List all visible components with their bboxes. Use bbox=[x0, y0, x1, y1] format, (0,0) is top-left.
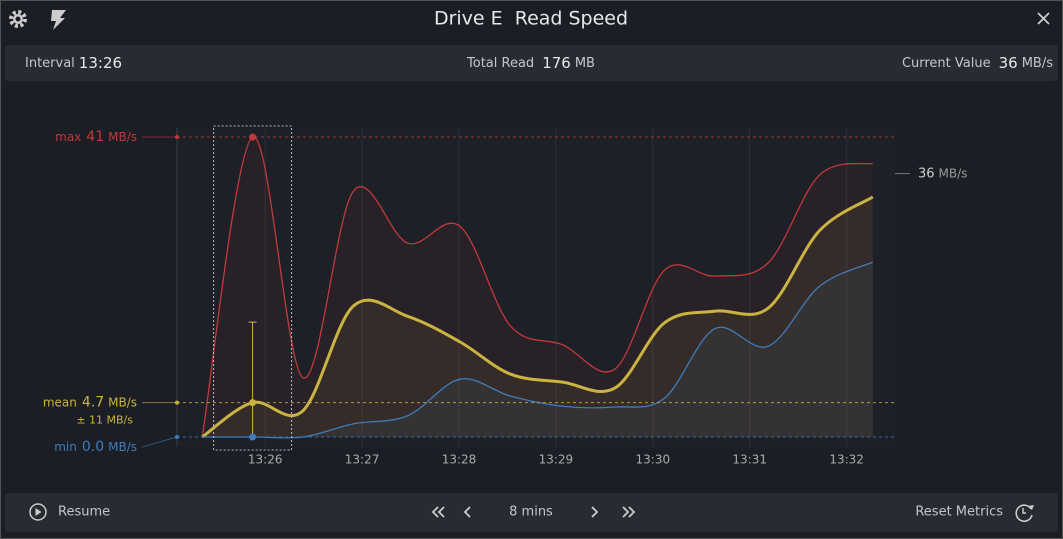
range-label: 8 mins bbox=[509, 505, 553, 520]
error-bar bbox=[248, 321, 257, 437]
selected-point bbox=[249, 399, 257, 407]
resume-label[interactable]: Resume bbox=[58, 505, 110, 520]
last-button[interactable] bbox=[622, 506, 636, 518]
series-line bbox=[202, 261, 874, 439]
stats-bar bbox=[5, 45, 1058, 81]
mean-value: 4.7 bbox=[82, 395, 104, 411]
unit: MB bbox=[575, 56, 595, 71]
max-name: max bbox=[55, 130, 81, 144]
min-connector bbox=[141, 436, 178, 448]
close-button[interactable] bbox=[1037, 12, 1050, 25]
next-button[interactable] bbox=[591, 506, 599, 518]
mean-name: mean bbox=[43, 395, 77, 409]
x-tick-label: 13:32 bbox=[829, 453, 864, 467]
mean-annotation: mean 4.7 MB/s bbox=[43, 395, 137, 411]
series-line bbox=[201, 136, 873, 438]
series-line bbox=[201, 195, 874, 439]
window-title: Drive E Read Speed bbox=[434, 8, 628, 30]
label: Current Value bbox=[902, 56, 991, 71]
x-tick-label: 13:30 bbox=[636, 453, 671, 467]
chart: 13:26 13:27 13:28 13:29 13:30 13:31 13:32 max 41… bbox=[43, 125, 967, 467]
prev-button[interactable] bbox=[463, 506, 471, 518]
x-tick-label: 13:27 bbox=[345, 453, 380, 467]
max-unit: MB/s bbox=[108, 130, 137, 144]
value: 176 bbox=[542, 54, 571, 72]
unit: MB/s bbox=[1022, 56, 1054, 71]
x-tick-label: 13:26 bbox=[248, 453, 283, 467]
total-read-stat: Total Read 176 MB bbox=[466, 54, 595, 72]
min-annotation: min 0.0 MB/s bbox=[54, 439, 137, 455]
settings-icon[interactable] bbox=[9, 10, 27, 28]
current-value-stat: Current Value 36 MB/s bbox=[902, 54, 1053, 72]
footer-bar bbox=[5, 493, 1058, 532]
mean-unit: MB/s bbox=[108, 395, 137, 409]
reset-label[interactable]: Reset Metrics bbox=[915, 505, 1003, 520]
min-unit: MB/s bbox=[108, 440, 137, 454]
app-icon[interactable] bbox=[51, 10, 66, 30]
series-area bbox=[202, 262, 873, 438]
mean-error-label: ± 11 MB/s bbox=[76, 414, 133, 427]
current-unit: MB/s bbox=[939, 166, 968, 180]
min-value: 0.0 bbox=[82, 439, 104, 455]
current-value: 36 bbox=[918, 166, 935, 181]
selected-point bbox=[249, 133, 257, 141]
max-annotation: max 41 MB/s bbox=[55, 129, 137, 145]
x-tick-label: 13:31 bbox=[732, 453, 767, 467]
label: Interval bbox=[25, 56, 75, 71]
value: 36 bbox=[999, 54, 1018, 72]
selected-point bbox=[249, 433, 257, 441]
x-tick-label: 13:29 bbox=[539, 453, 574, 467]
max-value: 41 bbox=[86, 129, 104, 145]
label: Total Read bbox=[466, 56, 534, 71]
value: 13:26 bbox=[79, 54, 122, 72]
x-tick-label: 13:28 bbox=[442, 453, 477, 467]
current-annotation: 36 MB/s bbox=[918, 166, 967, 181]
series-area bbox=[202, 136, 873, 437]
first-button[interactable] bbox=[431, 506, 445, 518]
series-area bbox=[202, 197, 873, 437]
selection-box bbox=[213, 125, 293, 451]
interval-stat: Interval 13:26 bbox=[25, 54, 122, 72]
plot-area bbox=[177, 128, 897, 447]
min-name: min bbox=[54, 440, 77, 454]
reset-button[interactable]: Reset Metrics bbox=[915, 504, 1034, 522]
resume-button[interactable]: Resume bbox=[29, 503, 110, 521]
